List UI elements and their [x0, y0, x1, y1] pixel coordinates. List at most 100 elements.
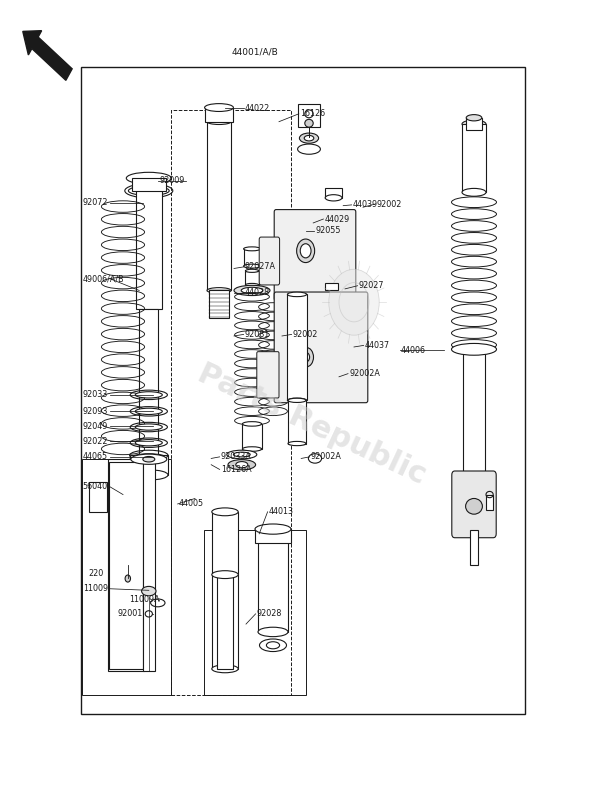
Bar	[212, 512, 238, 669]
FancyBboxPatch shape	[259, 237, 280, 285]
Text: 92072: 92072	[83, 198, 109, 207]
Ellipse shape	[287, 292, 307, 297]
Text: 92002: 92002	[376, 199, 401, 209]
Text: 92033: 92033	[83, 390, 108, 400]
Ellipse shape	[233, 452, 250, 457]
Text: 44028: 44028	[245, 288, 270, 298]
Text: 44013: 44013	[269, 507, 294, 517]
Text: 44029: 44029	[325, 214, 350, 224]
Ellipse shape	[212, 571, 238, 579]
Ellipse shape	[131, 454, 167, 465]
Ellipse shape	[304, 136, 314, 141]
Text: 92093: 92093	[83, 407, 108, 416]
FancyArrow shape	[23, 31, 72, 80]
Ellipse shape	[287, 398, 307, 403]
FancyBboxPatch shape	[257, 352, 279, 398]
Ellipse shape	[136, 408, 162, 414]
Ellipse shape	[258, 627, 288, 637]
Bar	[242, 424, 262, 449]
Ellipse shape	[463, 473, 485, 480]
Circle shape	[329, 269, 379, 335]
Bar	[287, 294, 307, 400]
Ellipse shape	[305, 119, 313, 127]
Text: 44005: 44005	[179, 499, 204, 509]
Bar	[82, 459, 171, 695]
FancyBboxPatch shape	[452, 471, 496, 538]
Ellipse shape	[245, 269, 259, 272]
Text: 44006: 44006	[401, 345, 426, 355]
Bar	[244, 249, 260, 266]
Ellipse shape	[244, 264, 260, 268]
Bar	[207, 122, 231, 290]
Text: 11009A: 11009A	[129, 595, 160, 604]
Bar	[171, 110, 291, 695]
Text: 92009: 92009	[159, 176, 184, 185]
Ellipse shape	[296, 239, 314, 262]
FancyBboxPatch shape	[274, 210, 356, 301]
Ellipse shape	[466, 115, 482, 121]
FancyBboxPatch shape	[274, 292, 368, 403]
Text: 11009: 11009	[83, 584, 108, 593]
Text: 92002A: 92002A	[349, 369, 380, 378]
Ellipse shape	[244, 246, 260, 251]
Text: 220: 220	[89, 568, 104, 578]
Bar	[217, 575, 233, 669]
Ellipse shape	[143, 457, 155, 462]
Bar	[466, 118, 482, 130]
Ellipse shape	[242, 447, 262, 451]
Text: 92002A: 92002A	[311, 452, 341, 462]
Bar	[136, 188, 162, 309]
Ellipse shape	[234, 285, 270, 296]
Ellipse shape	[228, 460, 256, 469]
Ellipse shape	[136, 455, 162, 462]
Ellipse shape	[125, 575, 131, 582]
Ellipse shape	[266, 642, 280, 648]
Text: 92049: 92049	[83, 422, 108, 431]
Bar	[486, 495, 493, 510]
Bar	[462, 124, 486, 192]
Ellipse shape	[136, 424, 162, 430]
Ellipse shape	[452, 344, 497, 355]
Ellipse shape	[236, 462, 248, 468]
Ellipse shape	[242, 422, 262, 426]
Text: 56040: 56040	[83, 482, 108, 491]
Bar	[81, 67, 525, 714]
Ellipse shape	[212, 508, 238, 516]
Bar	[463, 349, 485, 476]
Bar	[255, 529, 291, 543]
Text: 44001/A/B: 44001/A/B	[232, 48, 278, 57]
Bar	[325, 188, 342, 198]
Bar	[325, 283, 338, 290]
Text: 49006/A/B: 49006/A/B	[83, 274, 124, 283]
Ellipse shape	[288, 441, 306, 446]
Text: 92027: 92027	[359, 281, 385, 290]
Text: 44065: 44065	[83, 452, 108, 462]
Ellipse shape	[325, 195, 342, 201]
Text: 92002: 92002	[293, 330, 318, 339]
Bar	[288, 400, 306, 444]
Ellipse shape	[462, 188, 486, 196]
Bar	[109, 462, 143, 669]
Bar	[108, 459, 144, 671]
Ellipse shape	[212, 665, 238, 673]
Ellipse shape	[207, 119, 231, 125]
Bar	[245, 271, 259, 285]
Ellipse shape	[255, 524, 291, 534]
Text: 92033A: 92033A	[221, 452, 251, 462]
Ellipse shape	[136, 440, 162, 446]
Text: 16126: 16126	[300, 109, 325, 119]
Bar	[139, 309, 158, 459]
Ellipse shape	[300, 243, 311, 258]
Ellipse shape	[136, 392, 162, 398]
Ellipse shape	[130, 469, 168, 480]
Bar	[132, 178, 166, 191]
Text: 44037: 44037	[365, 341, 390, 350]
Ellipse shape	[298, 144, 320, 154]
Text: 92028: 92028	[257, 609, 282, 619]
Text: 44022: 44022	[245, 104, 270, 113]
Ellipse shape	[299, 347, 314, 367]
Bar	[470, 530, 478, 565]
Bar	[204, 530, 306, 695]
Bar	[130, 455, 168, 475]
Bar	[143, 459, 155, 671]
